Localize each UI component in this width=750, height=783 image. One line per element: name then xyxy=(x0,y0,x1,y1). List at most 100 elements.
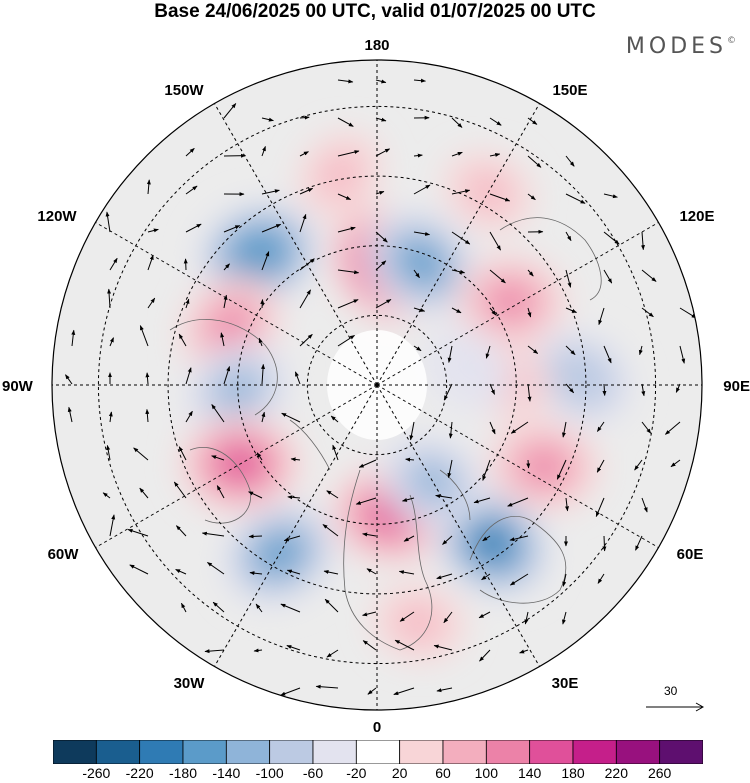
wind-arrow xyxy=(595,497,605,518)
wind-arrow xyxy=(527,345,539,354)
wind-arrow xyxy=(641,497,648,513)
wind-arrow xyxy=(413,184,431,195)
colorbar-tick-label: 220 xyxy=(604,765,629,781)
wind-arrow xyxy=(290,457,301,462)
wind-arrow xyxy=(178,446,187,461)
coastline xyxy=(169,318,278,416)
wind-arrow xyxy=(596,421,605,432)
colorbar-swatch xyxy=(269,740,314,764)
coastline xyxy=(343,469,433,651)
wind-arrow xyxy=(603,269,613,284)
wind-arrow xyxy=(451,307,462,314)
wind-arrow xyxy=(106,444,111,461)
wind-arrow xyxy=(442,535,453,545)
colorbar-swatch xyxy=(572,740,617,764)
wind-arrow xyxy=(129,564,149,575)
wind-arrow xyxy=(375,148,391,157)
wind-arrow xyxy=(185,410,193,423)
wind-arrow xyxy=(481,573,491,581)
coastline xyxy=(189,447,252,524)
lon-label-120w: 120W xyxy=(37,208,77,225)
wind-arrow xyxy=(526,459,531,469)
lon-label-0: 0 xyxy=(373,719,381,736)
wind-arrow xyxy=(261,223,282,233)
wind-arrow xyxy=(664,421,681,435)
colorbar xyxy=(53,740,703,764)
wind-arrow xyxy=(443,383,453,401)
wind-arrow xyxy=(641,421,652,434)
meridian-line xyxy=(376,222,659,386)
anomaly-blob xyxy=(415,465,451,498)
wind-arrow xyxy=(398,570,415,575)
wind-arrow xyxy=(216,485,225,499)
map-border xyxy=(51,59,703,711)
wind-arrow xyxy=(180,602,187,613)
wind-arrow xyxy=(248,491,263,499)
wind-arrow xyxy=(565,345,576,356)
wind-arrow xyxy=(299,334,313,347)
wind-arrow xyxy=(527,117,538,125)
wind-arrow xyxy=(565,193,586,204)
wind-arrow xyxy=(330,415,339,423)
wind-arrow xyxy=(489,152,501,157)
anomaly-blob xyxy=(323,157,357,192)
wind-arrow xyxy=(133,447,149,461)
latitude-circle xyxy=(306,314,448,456)
wind-arrow xyxy=(185,298,190,309)
wind-arrow xyxy=(299,213,307,233)
wind-arrow xyxy=(105,211,111,233)
wind-arrow xyxy=(332,444,339,461)
colorbar-tick-label: 180 xyxy=(561,765,585,781)
wind-arrow xyxy=(294,371,301,385)
wind-arrow xyxy=(367,687,377,695)
wind-arrow xyxy=(596,459,605,473)
wind-arrow xyxy=(413,231,431,236)
wind-arrow xyxy=(299,187,314,195)
wind-arrow xyxy=(337,226,356,233)
wind-arrow xyxy=(173,481,187,499)
colorbar-swatch xyxy=(182,740,227,764)
wind-arrow xyxy=(489,231,501,251)
wind-arrow xyxy=(451,269,466,274)
wind-arrow xyxy=(375,231,388,243)
wind-arrow xyxy=(286,569,301,575)
colorbar-swatch xyxy=(659,740,703,764)
wind-arrow xyxy=(451,231,471,245)
lon-label-60w: 60W xyxy=(48,546,80,563)
wind-arrow xyxy=(489,383,496,395)
wind-arrow xyxy=(451,151,463,157)
lon-label-90e: 90E xyxy=(723,378,750,395)
wind-arrow xyxy=(510,421,529,434)
wind-arrow xyxy=(337,335,355,347)
wind-arrow xyxy=(641,269,657,282)
wind-arrow xyxy=(435,494,453,499)
wind-arrow xyxy=(337,117,354,127)
wind-arrow xyxy=(139,487,149,499)
wind-arrow xyxy=(603,345,612,364)
wind-arrow xyxy=(287,495,301,500)
wind-arrow xyxy=(413,307,426,312)
wind-arrow xyxy=(413,345,422,352)
wind-arrow xyxy=(204,649,225,654)
coastline xyxy=(439,469,471,521)
map-title: Base 24/06/2025 00 UTC, valid 01/07/2025… xyxy=(154,1,596,22)
wind-arrow xyxy=(565,497,569,512)
wind-arrow xyxy=(366,568,377,575)
colorbar-swatch xyxy=(529,740,574,764)
wind-arrow xyxy=(261,363,266,385)
wind-arrow xyxy=(280,603,301,613)
wind-arrow xyxy=(65,374,73,385)
wind-arrow xyxy=(375,260,387,271)
wind-arrow xyxy=(489,307,497,316)
lon-label-150e: 150E xyxy=(552,82,587,99)
wind-arrow xyxy=(565,383,574,394)
wind-arrow xyxy=(337,269,360,275)
wind-arrow xyxy=(362,611,377,617)
wind-arrow xyxy=(185,147,195,157)
brand-text: MODES xyxy=(625,34,727,59)
wind-arrow xyxy=(185,367,192,385)
wind-arrow xyxy=(478,611,491,619)
wind-arrow xyxy=(394,639,415,651)
wind-arrow xyxy=(562,573,567,587)
wind-arrow xyxy=(260,298,265,309)
